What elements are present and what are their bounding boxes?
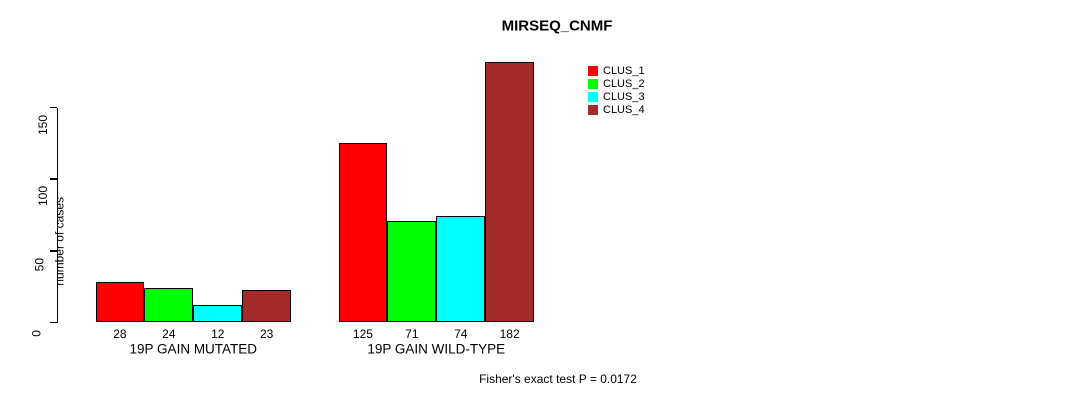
- legend-swatch-CLUS_1: [587, 65, 598, 76]
- y-axis-tick-100: [49, 178, 57, 180]
- bar-value-label-CLUS_2-group1-text: 24: [162, 326, 176, 341]
- bar-CLUS_2-group1: [144, 288, 194, 323]
- chart-title-text: MIRSEQ_CNMF: [501, 17, 613, 35]
- bar-CLUS_3-group2: [436, 216, 486, 323]
- y-axis-tick-label-50-text: 50: [32, 257, 47, 272]
- bar-value-label-CLUS_4-group2-text: 182: [499, 326, 520, 341]
- y-axis-title-text: number of cases: [52, 197, 67, 286]
- fisher-test-annotation-text: Fisher's exact test P = 0.0172: [479, 372, 637, 386]
- bar-value-label-CLUS_2-group2-text: 71: [405, 326, 419, 341]
- legend-label-CLUS_2: CLUS_2: [603, 77, 645, 90]
- legend-label-CLUS_1: CLUS_1: [603, 64, 645, 77]
- bar-CLUS_4-group1: [242, 289, 292, 323]
- legend-swatch-CLUS_3: [587, 91, 598, 102]
- bar-value-label-CLUS_3-group1-text: 12: [211, 326, 225, 341]
- bar-value-label-CLUS_3-group2-text: 74: [454, 326, 468, 341]
- bar-value-label-CLUS_1-group2-text: 125: [352, 326, 373, 341]
- bar-value-label-CLUS_1-group1-text: 28: [113, 326, 127, 341]
- legend-label-CLUS_4: CLUS_4: [603, 103, 645, 116]
- y-axis-tick-label-100-text: 100: [35, 186, 50, 207]
- category-label-2-text: 19P GAIN WILD-TYPE: [367, 341, 506, 356]
- category-label-1-text: 19P GAIN MUTATED: [129, 341, 258, 356]
- bar-CLUS_2-group2: [387, 220, 437, 323]
- y-axis-tick-label-150-text: 150: [35, 114, 50, 135]
- bar-CLUS_1-group2: [338, 143, 388, 323]
- legend-swatch-CLUS_2: [587, 78, 598, 89]
- y-axis-line: [56, 107, 58, 323]
- bar-CLUS_4-group2: [485, 61, 535, 323]
- y-axis-tick-150: [49, 106, 57, 109]
- legend-swatch-CLUS_4: [587, 104, 598, 115]
- bar-CLUS_1-group1: [95, 282, 145, 323]
- bar-value-label-CLUS_4-group1-text: 23: [259, 326, 274, 341]
- legend-label-CLUS_3: CLUS_3: [603, 90, 645, 103]
- y-axis-tick-label-0-text: 0: [28, 329, 43, 337]
- y-axis-tick-50: [49, 250, 57, 252]
- y-axis-tick-0: [49, 321, 57, 324]
- bar-CLUS_3-group1: [193, 305, 243, 323]
